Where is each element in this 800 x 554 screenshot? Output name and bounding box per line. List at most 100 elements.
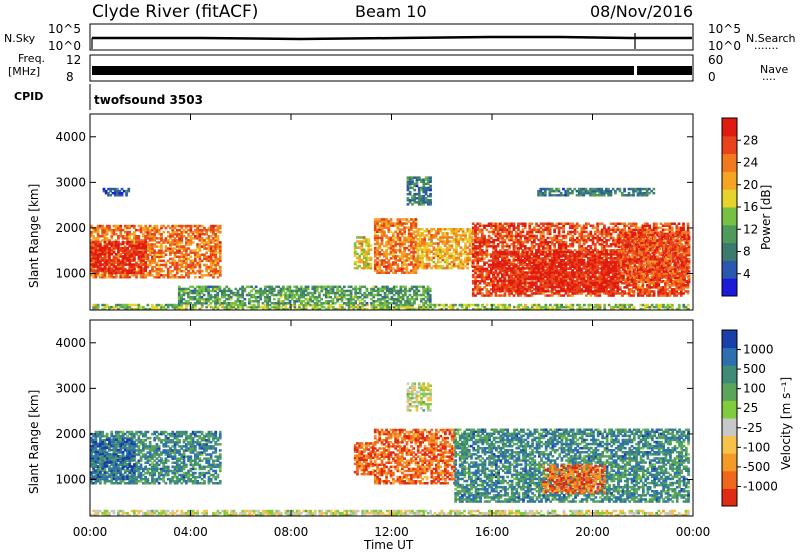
heatmap-cell (175, 271, 179, 275)
heatmap-cell (189, 239, 193, 242)
heatmap-cell (414, 251, 418, 254)
heatmap-cell (555, 234, 559, 238)
heatmap-cell (492, 265, 495, 268)
heatmap-cell (542, 238, 545, 242)
heatmap-cell (503, 240, 507, 244)
heatmap-cell (392, 238, 395, 242)
heatmap-cell (144, 257, 147, 261)
heatmap-cell (508, 284, 511, 287)
heatmap-cell (166, 267, 170, 271)
heatmap-cell (476, 286, 480, 289)
heatmap-cell (396, 236, 400, 240)
heatmap-cell (405, 238, 409, 242)
heatmap-cell (214, 271, 218, 275)
heatmap-cell (627, 282, 631, 285)
heatmap-cell (437, 266, 440, 270)
heatmap-cell (494, 263, 497, 266)
heatmap-cell (668, 222, 672, 225)
heatmap-cell (207, 259, 211, 263)
heatmap-cell (452, 230, 456, 233)
heatmap-cell (133, 259, 136, 262)
heatmap-cell (394, 259, 397, 262)
heatmap-cell (121, 257, 125, 260)
heatmap-cell (652, 294, 656, 297)
heatmap-cell (596, 230, 599, 234)
heatmap-cell (591, 238, 595, 242)
heatmap-cell (686, 286, 690, 289)
heatmap-cell (582, 277, 586, 280)
heatmap-cell (480, 238, 484, 242)
heatmap-cell (360, 246, 364, 249)
heatmap-cell (632, 282, 636, 285)
heatmap-cell (218, 271, 222, 275)
heatmap-cell (539, 277, 543, 280)
heatmap-cell (194, 235, 197, 238)
heatmap-cell (439, 248, 442, 251)
heatmap-cell (362, 260, 366, 264)
heatmap-cell (517, 294, 520, 297)
heatmap-cell (128, 224, 132, 228)
heatmap-cell (546, 273, 549, 276)
heatmap-cell (130, 274, 134, 277)
heatmap-cell (90, 263, 93, 266)
heatmap-cell (564, 253, 568, 256)
heatmap-cell (573, 252, 577, 256)
heatmap-cell (101, 239, 104, 242)
heatmap-cell (668, 226, 672, 230)
heatmap-cell (139, 253, 143, 256)
heatmap-cell (196, 245, 199, 248)
heatmap-cell (480, 273, 484, 277)
heatmap-cell (407, 232, 411, 235)
heatmap-cell (571, 245, 575, 248)
heatmap-cell (151, 249, 154, 252)
heatmap-cell (474, 236, 477, 240)
heatmap-cell (189, 230, 193, 234)
heatmap-cell (101, 230, 104, 234)
heatmap-cell (503, 226, 507, 230)
heatmap-cell (612, 222, 615, 225)
heatmap-cell (218, 267, 222, 271)
heatmap-cell (198, 235, 202, 238)
heatmap-cell (528, 294, 532, 297)
heatmap-cell (483, 240, 486, 244)
heatmap-cell (548, 283, 552, 287)
heatmap-cell (548, 285, 552, 289)
heatmap-cell (148, 245, 152, 248)
heatmap-cell (659, 245, 663, 248)
heatmap-cell (566, 249, 570, 252)
heatmap-cell (571, 224, 575, 227)
heatmap-cell (523, 247, 527, 250)
heatmap-cell (487, 265, 491, 269)
heatmap-cell (496, 234, 500, 238)
heatmap-cell (499, 226, 502, 230)
heatmap-cell (110, 271, 114, 274)
heatmap-cell (521, 279, 525, 283)
heatmap-cell (128, 255, 132, 258)
heatmap-cell (492, 256, 495, 260)
heatmap-cell (539, 269, 543, 273)
heatmap-cell (514, 258, 518, 262)
heatmap-cell (679, 288, 683, 291)
heatmap-cell (114, 265, 118, 268)
heatmap-cell (173, 241, 177, 244)
heatmap-cell (480, 288, 484, 291)
heatmap-cell (414, 263, 418, 266)
heatmap-cell (387, 238, 391, 242)
heatmap-cell (148, 249, 152, 252)
heatmap-cell (661, 228, 665, 232)
heatmap-cell (128, 249, 132, 252)
heatmap-cell (512, 285, 516, 289)
heatmap-cell (519, 269, 522, 272)
heatmap-cell (92, 237, 95, 240)
heatmap-cell (496, 265, 500, 268)
heatmap-cell (452, 248, 456, 251)
heatmap-cell (365, 250, 368, 253)
heatmap-cell (135, 261, 138, 265)
heatmap-cell (160, 235, 163, 238)
heatmap-cell (603, 240, 606, 244)
heatmap-cell (198, 247, 202, 250)
heatmap-cell (437, 238, 440, 241)
heatmap-cell (90, 259, 93, 262)
heatmap-cell (503, 279, 506, 282)
heatmap-cell (376, 238, 379, 242)
